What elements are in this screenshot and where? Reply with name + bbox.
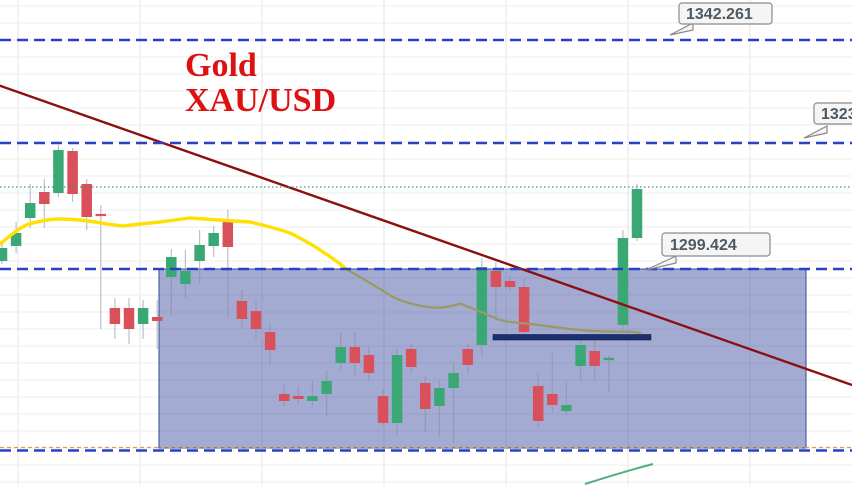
svg-text:1299.424: 1299.424: [670, 237, 737, 254]
svg-text:XAU/USD: XAU/USD: [185, 82, 336, 119]
svg-text:Gold: Gold: [185, 47, 257, 84]
svg-text:1323.471: 1323.471: [821, 106, 852, 123]
svg-text:1342.261: 1342.261: [686, 6, 753, 23]
